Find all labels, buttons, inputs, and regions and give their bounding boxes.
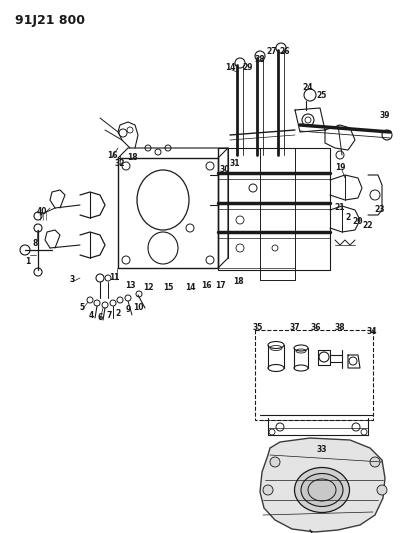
Text: 14: 14 <box>224 63 235 72</box>
Text: 35: 35 <box>252 324 263 333</box>
Text: 19: 19 <box>334 164 344 173</box>
Text: 18: 18 <box>126 154 137 163</box>
Text: 91J21 800: 91J21 800 <box>15 14 85 27</box>
Bar <box>254 330 372 420</box>
Text: 36: 36 <box>310 324 320 333</box>
Text: 9: 9 <box>125 305 130 314</box>
Text: 39: 39 <box>379 110 389 119</box>
Text: 10: 10 <box>132 303 143 311</box>
Text: 21: 21 <box>334 204 344 213</box>
Text: 2: 2 <box>115 309 120 318</box>
Text: 29: 29 <box>242 63 253 72</box>
Ellipse shape <box>294 467 348 513</box>
Circle shape <box>269 457 279 467</box>
Text: 30: 30 <box>219 166 230 174</box>
Circle shape <box>262 485 272 495</box>
Text: 31: 31 <box>229 158 240 167</box>
Text: 14: 14 <box>184 284 195 293</box>
Text: 23: 23 <box>374 206 384 214</box>
Text: 7: 7 <box>106 311 111 320</box>
Text: 8: 8 <box>32 238 38 247</box>
Text: 11: 11 <box>109 273 119 282</box>
Text: 1: 1 <box>25 257 30 266</box>
Text: 38: 38 <box>334 324 344 333</box>
Text: 24: 24 <box>302 84 312 93</box>
Text: 16: 16 <box>107 150 117 159</box>
Text: 26: 26 <box>279 47 290 56</box>
Text: 5: 5 <box>79 303 84 312</box>
Text: 20: 20 <box>352 217 363 227</box>
Text: 17: 17 <box>214 280 225 289</box>
Text: 32: 32 <box>114 158 125 167</box>
Text: 34: 34 <box>366 327 376 336</box>
Text: 4: 4 <box>88 311 93 319</box>
Polygon shape <box>259 438 384 532</box>
Text: 22: 22 <box>362 221 372 230</box>
Text: 6: 6 <box>97 313 102 322</box>
Text: 40: 40 <box>36 207 47 216</box>
Text: 15: 15 <box>162 284 173 293</box>
Text: 16: 16 <box>200 281 211 290</box>
Text: 33: 33 <box>316 446 326 455</box>
Text: 12: 12 <box>142 284 153 293</box>
Text: 27: 27 <box>266 47 277 56</box>
Text: 25: 25 <box>316 91 326 100</box>
Text: 18: 18 <box>232 278 243 287</box>
Text: 13: 13 <box>124 280 135 289</box>
Circle shape <box>376 485 386 495</box>
Text: 28: 28 <box>254 55 265 64</box>
Circle shape <box>369 457 379 467</box>
Text: 37: 37 <box>289 324 300 333</box>
Text: 3: 3 <box>69 276 75 285</box>
Ellipse shape <box>300 473 342 506</box>
Text: 2: 2 <box>344 214 350 222</box>
